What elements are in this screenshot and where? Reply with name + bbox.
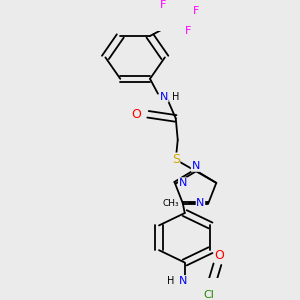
Text: O: O: [214, 249, 224, 262]
Text: S: S: [172, 153, 180, 166]
Text: Cl: Cl: [203, 290, 214, 300]
Text: N: N: [196, 198, 205, 208]
Text: N: N: [160, 92, 168, 102]
Text: N: N: [178, 276, 187, 286]
Text: F: F: [184, 26, 191, 36]
Text: H: H: [167, 276, 175, 286]
Text: O: O: [131, 108, 141, 121]
Text: N: N: [191, 161, 200, 171]
Text: N: N: [178, 178, 187, 188]
Text: CH₃: CH₃: [162, 199, 179, 208]
Text: F: F: [192, 6, 199, 16]
Text: H: H: [172, 92, 179, 102]
Text: F: F: [160, 0, 166, 10]
